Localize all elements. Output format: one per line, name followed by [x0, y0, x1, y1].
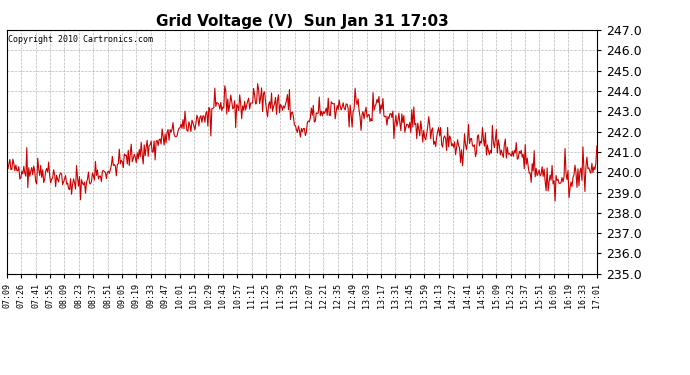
Text: Copyright 2010 Cartronics.com: Copyright 2010 Cartronics.com — [8, 35, 153, 44]
Title: Grid Voltage (V)  Sun Jan 31 17:03: Grid Voltage (V) Sun Jan 31 17:03 — [155, 14, 449, 29]
